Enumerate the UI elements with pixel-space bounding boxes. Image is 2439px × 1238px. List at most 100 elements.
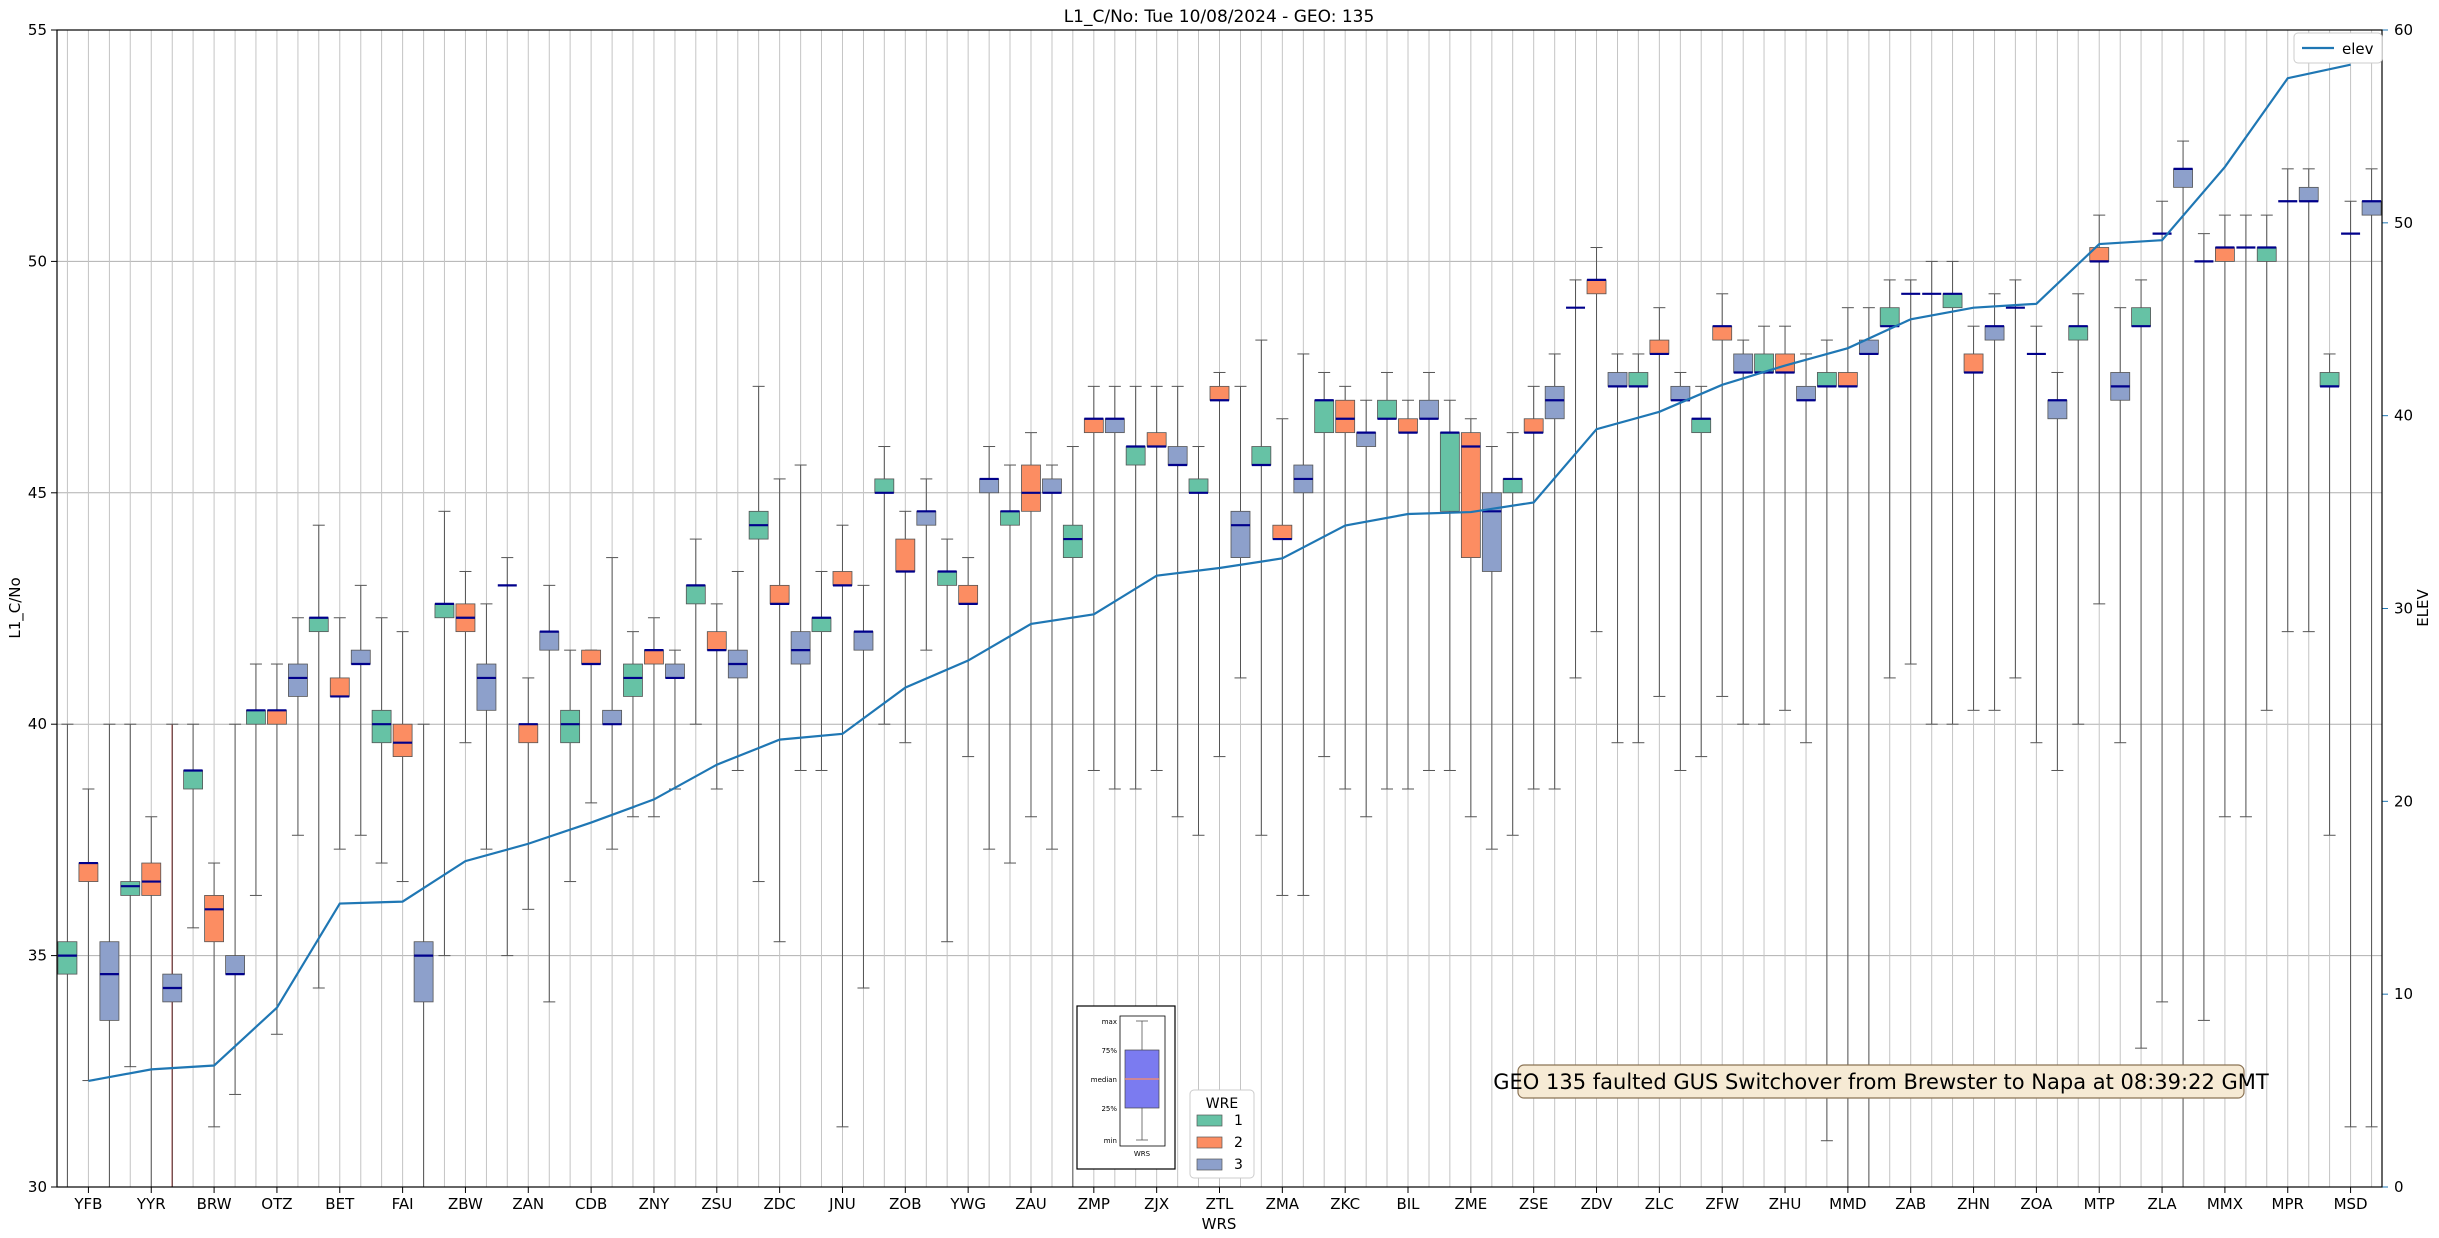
box-wre-2 [204, 895, 224, 943]
box-wre-3 [99, 941, 120, 1021]
box-wre-1 [183, 770, 203, 790]
box-wre-1 [371, 709, 392, 744]
box-wre-3 [288, 663, 308, 697]
chart-title: L1_C/No: Tue 10/08/2024 - GEO: 135 [1064, 7, 1375, 27]
x-tick-label: YYR [136, 1195, 166, 1213]
box-wre-1 [1691, 418, 1712, 434]
x-tick-label: ZLA [2147, 1195, 2177, 1213]
elev-legend-frame [2293, 32, 2383, 64]
box-wre-2 [769, 584, 790, 605]
wre-legend-label-1: 1 [1234, 1113, 1243, 1129]
box-wre-3 [2047, 399, 2068, 420]
elev-legend-label: elev [2342, 40, 2374, 58]
key-label-max: max [1102, 1018, 1117, 1026]
box-wre-3 [790, 631, 811, 665]
x-tick-label: MTP [2084, 1195, 2115, 1213]
box-wre-3 [979, 478, 1000, 494]
box-wre-2 [832, 571, 853, 586]
right-y-tick-label: 20 [2394, 792, 2413, 810]
box-wre-2 [644, 649, 664, 665]
whisker-layer [61, 140, 2378, 1187]
box-wre-3 [2173, 168, 2193, 188]
x-tick-label: ZDV [1581, 1195, 1614, 1213]
box-wre-2 [518, 723, 539, 744]
y-tick-label: 40 [28, 715, 47, 733]
right-y-tick-labels: 0 10 20 30 40 50 60 [2394, 21, 2413, 1196]
box-wre-1 [1251, 446, 1272, 466]
x-tick-label: ZHN [1957, 1195, 1990, 1213]
box-wre-1 [685, 584, 706, 605]
key-xlabel: WRS [1134, 1150, 1151, 1158]
x-tick-label: MMX [2207, 1195, 2243, 1213]
wre-legend-swatch-1 [1196, 1114, 1223, 1127]
x-tick-label: ZAN [512, 1195, 544, 1213]
x-tick-label: ZOA [2020, 1195, 2053, 1213]
x-tick-label: MMD [1829, 1195, 1866, 1213]
box-wre-3 [916, 510, 937, 526]
box-wre-1 [308, 617, 329, 633]
box-wre-2 [581, 649, 602, 665]
y-tick-labels: 30 35 40 45 50 55 [28, 21, 47, 1196]
box-wre-3 [350, 649, 371, 665]
box-wre-2 [1146, 432, 1167, 447]
wre-legend-frame [1189, 1089, 1255, 1179]
right-y-tick-label: 0 [2394, 1178, 2404, 1196]
box-wre-3 [602, 709, 623, 725]
box-wre-3 [1733, 353, 1754, 373]
box-wre-2 [1209, 385, 1230, 401]
box-wre-2 [78, 862, 99, 882]
box-layer [57, 167, 2382, 1021]
box-wre-1 [246, 709, 266, 725]
x-tick-label: OTZ [261, 1195, 292, 1213]
box-wre-1 [623, 663, 643, 697]
box-wre-1 [560, 709, 581, 744]
x-tick-label: ZMA [1266, 1195, 1300, 1213]
x-tick-label: ZAB [1895, 1195, 1926, 1213]
box-wre-3 [1670, 385, 1691, 401]
x-tick-label: ZFW [1705, 1195, 1739, 1213]
right-y-tick-label: 60 [2394, 21, 2413, 39]
box-wre-2 [1649, 339, 1670, 355]
annotation-text: GEO 135 faulted GUS Switchover from Brew… [1493, 1070, 2269, 1094]
box-wre-1 [57, 941, 78, 975]
box-wre-3 [2298, 186, 2319, 202]
box-wre-1 [2068, 325, 2089, 341]
box-wre-3 [476, 663, 497, 711]
key-label-75: 75% [1101, 1047, 1117, 1055]
x-tick-label: FAI [392, 1195, 414, 1213]
box-wre-2 [392, 723, 413, 757]
box-wre-1 [120, 881, 141, 896]
box-wre-1 [874, 478, 895, 494]
box-wre-2 [267, 709, 287, 725]
box-wre-2 [2215, 247, 2235, 262]
annotation-background [1517, 1064, 2245, 1099]
box-wre-3 [1356, 432, 1377, 447]
box-wre-3 [1607, 372, 1628, 387]
x-tick-label: JNU [828, 1195, 856, 1213]
box-wre-1 [1942, 293, 1963, 309]
wre-legend-swatch-2 [1196, 1136, 1223, 1149]
y-tick-label: 45 [28, 484, 47, 502]
box-wre-1 [1314, 399, 1335, 434]
box-wre-3 [539, 631, 560, 651]
elev-legend: elev [2293, 32, 2383, 64]
box-wre-3 [2361, 200, 2382, 216]
box-wre-2 [1083, 418, 1104, 434]
box-wre-3 [665, 663, 685, 679]
elevation-line-layer [88, 63, 2351, 1083]
right-y-tick-label: 10 [2394, 985, 2413, 1003]
y-tick-label: 35 [28, 947, 47, 965]
key-label-min: min [1104, 1137, 1117, 1145]
box-wre-2 [895, 538, 916, 572]
box-wre-1 [2131, 307, 2151, 327]
y-axis-title: L1_C/No [6, 577, 25, 638]
x-tick-label: ZSU [701, 1195, 732, 1213]
box-wre-3 [1104, 418, 1125, 434]
wre-legend-label-3: 3 [1234, 1157, 1243, 1173]
y-tick-label: 55 [28, 21, 47, 39]
x-tick-label: BET [325, 1195, 355, 1213]
box-wre-1 [1377, 399, 1397, 420]
box-wre-2 [1712, 325, 1733, 341]
axes-layer [51, 29, 2388, 1193]
